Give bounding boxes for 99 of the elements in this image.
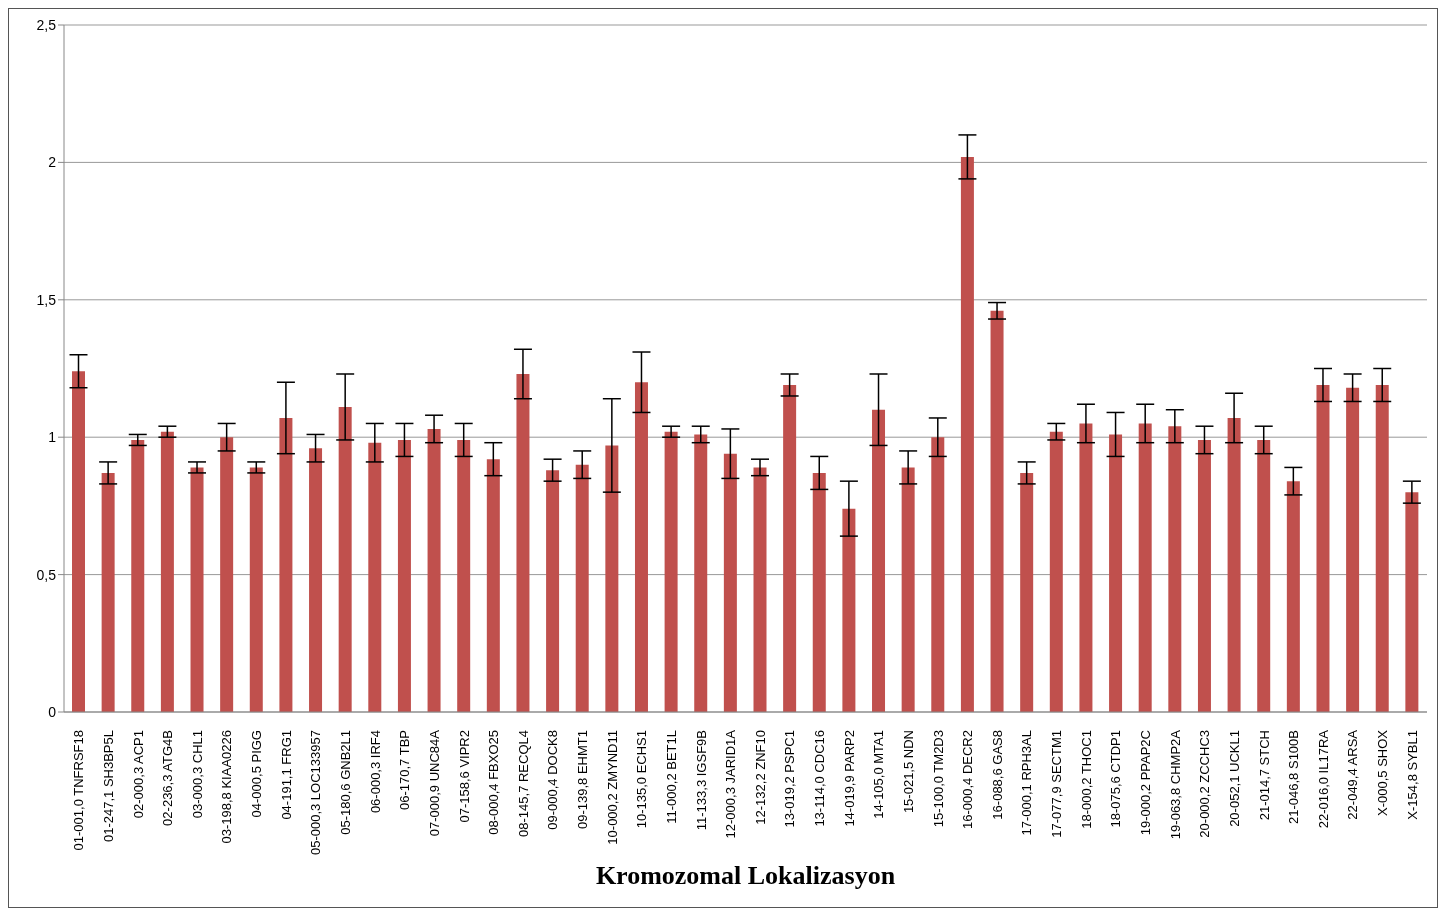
x-tick-label: 09-000,4 DOCK8	[545, 730, 561, 830]
bar	[664, 431, 678, 712]
y-tick-label: 2,5	[36, 16, 57, 33]
bar	[1079, 423, 1093, 712]
x-tick-label: 02-236,3 ATG4B	[160, 730, 176, 826]
bar	[1316, 384, 1330, 712]
bar	[783, 384, 797, 712]
x-tick-label: 06-170,7 TBP	[397, 730, 413, 810]
x-tick-label: 10-000,2 ZMYND11	[604, 730, 620, 845]
bar	[101, 472, 115, 712]
bar	[279, 417, 293, 712]
bar	[812, 472, 826, 712]
bar	[1375, 384, 1389, 712]
bar	[1020, 472, 1034, 712]
bar	[249, 467, 263, 712]
x-tick-label: 14-105,0 MTA1	[871, 730, 887, 819]
bar	[901, 467, 915, 712]
x-tick-label: 16-000,4 DECR2	[960, 730, 976, 829]
x-tick-label: X-000,5 SHOX	[1375, 729, 1391, 816]
bar	[1049, 431, 1063, 712]
x-tick-label: 09-139,8 EHMT1	[575, 730, 591, 829]
bar	[1168, 426, 1182, 712]
bar	[338, 406, 352, 712]
bar	[131, 439, 145, 712]
bar	[990, 310, 1004, 712]
x-tick-label: 15-021,5 NDN	[900, 730, 916, 814]
x-tick-label: 18-075,6 CTDP1	[1108, 730, 1124, 828]
x-tick-label: 12-000,3 JARID1A	[723, 729, 739, 839]
bar	[309, 448, 323, 712]
x-tick-label: 19-000,2 PPAP2C	[1138, 730, 1154, 836]
bar	[872, 409, 886, 712]
x-tick-label: 07-158,6 VIPR2	[456, 730, 472, 823]
bar	[546, 470, 560, 712]
x-tick-label: 13-114,0 CDC16	[812, 730, 828, 827]
bar	[1197, 439, 1211, 712]
x-tick-label: 16-088,6 GAS8	[989, 730, 1005, 820]
x-tick-label: 01-001,0 TNFRSF18	[71, 730, 87, 851]
bar	[1227, 417, 1241, 712]
y-tick-label: 1,5	[36, 291, 57, 308]
bar	[1405, 492, 1419, 712]
bar	[160, 431, 174, 712]
bar	[753, 467, 767, 712]
x-tick-label: 06-000,3 IRF4	[367, 730, 383, 814]
bar	[190, 467, 204, 712]
bar	[220, 437, 234, 712]
x-tick-label: 14-019,9 PARP2	[841, 730, 857, 827]
x-tick-label: 02-000,3 ACP1	[130, 730, 146, 819]
bar	[1109, 434, 1123, 712]
bar	[960, 156, 974, 712]
x-tick-label: 17-000,1 RPH3AL	[1019, 730, 1035, 836]
x-tick-label: 18-000,2 THOC1	[1078, 730, 1094, 829]
y-tick-label: 0,5	[36, 566, 57, 583]
bar	[516, 374, 530, 712]
x-tick-label: 22-049,4 ARSA	[1345, 729, 1361, 820]
bar	[457, 439, 471, 712]
x-tick-label: 05-000,3 LOC133957	[308, 730, 324, 856]
x-tick-label: 05-180,6 GNB2L1	[337, 730, 353, 835]
bar	[931, 437, 945, 712]
x-tick-label: 21-014,7 STCH	[1256, 730, 1272, 821]
bar	[368, 442, 382, 712]
x-tick-label: 10-135,0 ECHS1	[634, 730, 650, 829]
x-tick-label: 07-000,9 UNC84A	[426, 729, 442, 837]
bar	[605, 445, 619, 712]
bar	[1257, 439, 1271, 712]
bar	[575, 464, 589, 712]
bar	[1286, 481, 1300, 712]
bar	[1346, 387, 1360, 712]
y-tick-label: 1	[48, 429, 57, 446]
x-tick-label: 22-016,0 IL17RA	[1315, 729, 1331, 829]
x-tick-label: 20-000,2 ZCCHC3	[1197, 730, 1213, 838]
x-tick-label: X-154,8 SYBL1	[1404, 730, 1420, 820]
bar	[842, 508, 856, 712]
bar	[427, 428, 441, 712]
x-tick-label: 15-100,0 TM2D3	[930, 730, 946, 828]
x-tick-label: 19-063,8 CHMP2A	[1167, 729, 1183, 840]
bar	[634, 382, 648, 712]
x-tick-label: 21-046,8 S100B	[1286, 730, 1302, 824]
y-tick-label: 2	[48, 154, 57, 171]
bar	[486, 459, 500, 712]
x-tick-label: 13-019,2 PSPC1	[782, 730, 798, 828]
x-tick-label: 11-133,3 IGSF9B	[693, 730, 709, 831]
x-tick-label: 17-077,9 SECTM1	[1049, 730, 1065, 838]
x-tick-label: 12-132,2 ZNF10	[752, 730, 768, 825]
bar	[72, 371, 85, 712]
x-tick-label: 08-145,7 RECQL4	[515, 730, 531, 837]
bar	[1138, 423, 1152, 712]
x-tick-label: 01-247,1 SH3BP5L	[100, 730, 116, 843]
x-tick-label: 20-052,1 UCKL1	[1226, 730, 1242, 827]
x-tick-label: 03-000,3 CHL1	[189, 730, 205, 819]
bar	[723, 453, 737, 712]
x-axis-title: Kromozomal Lokalizasyon	[595, 861, 896, 890]
x-tick-label: 04-000,5 PIGG	[249, 730, 265, 818]
x-tick-label: 11-000,2 BET1L	[663, 730, 679, 824]
x-tick-label: 04-191,1 FRG1	[278, 730, 294, 820]
y-tick-label: 0	[48, 703, 57, 720]
bar	[397, 439, 411, 712]
bar	[694, 434, 708, 712]
x-tick-label: 03-198,8 KIAA0226	[219, 730, 235, 844]
x-tick-label: 08-000,4 FBXO25	[486, 730, 502, 835]
